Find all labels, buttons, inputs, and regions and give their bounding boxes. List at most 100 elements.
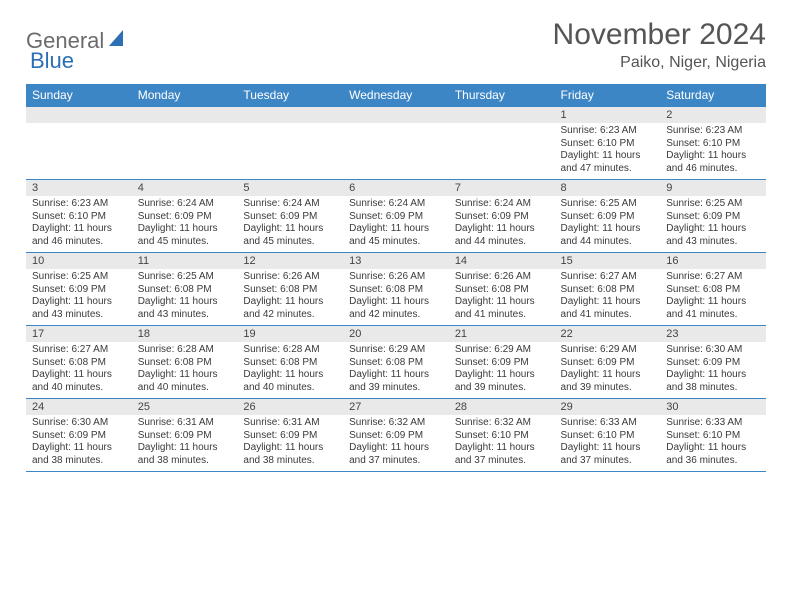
day-info-line: Daylight: 11 hours and 38 minutes.	[32, 442, 128, 467]
title-block: November 2024 Paiko, Niger, Nigeria	[553, 18, 766, 72]
day-header: Saturday	[660, 84, 766, 107]
day-header: Tuesday	[237, 84, 343, 107]
day-info-line: Sunset: 6:08 PM	[138, 284, 234, 297]
day-info-line: Sunrise: 6:23 AM	[32, 198, 128, 211]
day-info-cell: Sunrise: 6:29 AMSunset: 6:09 PMDaylight:…	[449, 342, 555, 399]
day-number-cell: 25	[132, 399, 238, 416]
day-info-line: Sunrise: 6:33 AM	[666, 417, 762, 430]
day-info-line: Sunset: 6:08 PM	[349, 357, 445, 370]
week-info-row: Sunrise: 6:25 AMSunset: 6:09 PMDaylight:…	[26, 269, 766, 326]
day-info-line: Daylight: 11 hours and 46 minutes.	[32, 223, 128, 248]
day-info-cell: Sunrise: 6:23 AMSunset: 6:10 PMDaylight:…	[660, 123, 766, 180]
day-info-line: Sunset: 6:09 PM	[349, 430, 445, 443]
day-info-line: Sunset: 6:08 PM	[666, 284, 762, 297]
day-info-line: Sunrise: 6:24 AM	[138, 198, 234, 211]
day-info-cell	[26, 123, 132, 180]
day-info-line: Sunset: 6:08 PM	[243, 357, 339, 370]
week-info-row: Sunrise: 6:23 AMSunset: 6:10 PMDaylight:…	[26, 196, 766, 253]
day-info-line: Daylight: 11 hours and 43 minutes.	[32, 296, 128, 321]
day-header: Wednesday	[343, 84, 449, 107]
day-info-line: Sunrise: 6:23 AM	[561, 125, 657, 138]
day-info-line: Sunset: 6:09 PM	[666, 357, 762, 370]
day-info-line: Daylight: 11 hours and 39 minutes.	[455, 369, 551, 394]
day-number-cell: 1	[555, 107, 661, 124]
day-info-line: Sunrise: 6:32 AM	[349, 417, 445, 430]
header: General November 2024 Paiko, Niger, Nige…	[26, 18, 766, 72]
day-info-line: Daylight: 11 hours and 38 minutes.	[138, 442, 234, 467]
day-info-line: Daylight: 11 hours and 41 minutes.	[561, 296, 657, 321]
location-text: Paiko, Niger, Nigeria	[553, 54, 766, 72]
day-info-line: Sunset: 6:09 PM	[455, 211, 551, 224]
day-info-line: Sunset: 6:09 PM	[349, 211, 445, 224]
day-number-cell: 10	[26, 253, 132, 270]
day-info-line: Daylight: 11 hours and 40 minutes.	[243, 369, 339, 394]
day-info-line: Sunset: 6:09 PM	[561, 211, 657, 224]
day-info-cell	[237, 123, 343, 180]
day-info-line: Sunrise: 6:23 AM	[666, 125, 762, 138]
day-info-line: Sunset: 6:09 PM	[243, 430, 339, 443]
day-info-line: Daylight: 11 hours and 39 minutes.	[349, 369, 445, 394]
day-info-cell: Sunrise: 6:24 AMSunset: 6:09 PMDaylight:…	[132, 196, 238, 253]
day-info-line: Daylight: 11 hours and 37 minutes.	[455, 442, 551, 467]
day-header-row: SundayMondayTuesdayWednesdayThursdayFrid…	[26, 84, 766, 107]
logo-sail-icon	[109, 30, 129, 53]
day-info-cell: Sunrise: 6:30 AMSunset: 6:09 PMDaylight:…	[660, 342, 766, 399]
day-info-line: Sunset: 6:08 PM	[32, 357, 128, 370]
day-info-line: Sunset: 6:09 PM	[243, 211, 339, 224]
day-info-line: Daylight: 11 hours and 42 minutes.	[349, 296, 445, 321]
day-number-cell: 28	[449, 399, 555, 416]
day-info-line: Sunset: 6:10 PM	[32, 211, 128, 224]
day-info-cell: Sunrise: 6:23 AMSunset: 6:10 PMDaylight:…	[555, 123, 661, 180]
day-info-line: Daylight: 11 hours and 42 minutes.	[243, 296, 339, 321]
day-info-line: Sunrise: 6:28 AM	[243, 344, 339, 357]
day-info-line: Sunrise: 6:26 AM	[349, 271, 445, 284]
day-info-line: Sunrise: 6:27 AM	[666, 271, 762, 284]
day-info-line: Sunrise: 6:31 AM	[243, 417, 339, 430]
day-number-cell: 19	[237, 326, 343, 343]
day-number-cell: 5	[237, 180, 343, 197]
day-info-cell: Sunrise: 6:23 AMSunset: 6:10 PMDaylight:…	[26, 196, 132, 253]
day-number-cell: 20	[343, 326, 449, 343]
day-info-cell: Sunrise: 6:24 AMSunset: 6:09 PMDaylight:…	[449, 196, 555, 253]
day-info-cell: Sunrise: 6:32 AMSunset: 6:10 PMDaylight:…	[449, 415, 555, 472]
day-number-cell: 8	[555, 180, 661, 197]
day-number-cell	[132, 107, 238, 124]
week-info-row: Sunrise: 6:27 AMSunset: 6:08 PMDaylight:…	[26, 342, 766, 399]
day-info-cell: Sunrise: 6:25 AMSunset: 6:09 PMDaylight:…	[660, 196, 766, 253]
day-info-cell: Sunrise: 6:33 AMSunset: 6:10 PMDaylight:…	[555, 415, 661, 472]
day-info-line: Daylight: 11 hours and 44 minutes.	[561, 223, 657, 248]
day-info-line: Sunrise: 6:26 AM	[243, 271, 339, 284]
day-info-cell: Sunrise: 6:24 AMSunset: 6:09 PMDaylight:…	[237, 196, 343, 253]
day-number-cell: 24	[26, 399, 132, 416]
day-number-cell: 23	[660, 326, 766, 343]
day-info-line: Sunset: 6:10 PM	[455, 430, 551, 443]
day-info-line: Sunrise: 6:24 AM	[455, 198, 551, 211]
week-info-row: Sunrise: 6:23 AMSunset: 6:10 PMDaylight:…	[26, 123, 766, 180]
day-info-line: Sunrise: 6:31 AM	[138, 417, 234, 430]
week-info-row: Sunrise: 6:30 AMSunset: 6:09 PMDaylight:…	[26, 415, 766, 472]
week-daynum-row: 3456789	[26, 180, 766, 197]
day-number-cell	[343, 107, 449, 124]
day-info-cell	[132, 123, 238, 180]
day-info-line: Sunset: 6:08 PM	[243, 284, 339, 297]
day-info-cell: Sunrise: 6:28 AMSunset: 6:08 PMDaylight:…	[132, 342, 238, 399]
day-number-cell: 15	[555, 253, 661, 270]
day-number-cell: 27	[343, 399, 449, 416]
day-info-cell: Sunrise: 6:27 AMSunset: 6:08 PMDaylight:…	[26, 342, 132, 399]
calendar-body: 12Sunrise: 6:23 AMSunset: 6:10 PMDayligh…	[26, 107, 766, 472]
day-info-line: Sunrise: 6:30 AM	[666, 344, 762, 357]
calendar-table: SundayMondayTuesdayWednesdayThursdayFrid…	[26, 84, 766, 472]
day-info-line: Sunrise: 6:32 AM	[455, 417, 551, 430]
day-info-line: Daylight: 11 hours and 43 minutes.	[666, 223, 762, 248]
day-info-cell: Sunrise: 6:32 AMSunset: 6:09 PMDaylight:…	[343, 415, 449, 472]
day-info-line: Sunset: 6:09 PM	[561, 357, 657, 370]
day-info-line: Sunrise: 6:30 AM	[32, 417, 128, 430]
day-number-cell	[237, 107, 343, 124]
day-info-line: Daylight: 11 hours and 36 minutes.	[666, 442, 762, 467]
day-info-line: Sunrise: 6:29 AM	[561, 344, 657, 357]
day-info-cell: Sunrise: 6:26 AMSunset: 6:08 PMDaylight:…	[343, 269, 449, 326]
day-info-line: Sunset: 6:09 PM	[32, 430, 128, 443]
day-info-cell: Sunrise: 6:27 AMSunset: 6:08 PMDaylight:…	[555, 269, 661, 326]
month-title: November 2024	[553, 18, 766, 52]
day-number-cell: 2	[660, 107, 766, 124]
